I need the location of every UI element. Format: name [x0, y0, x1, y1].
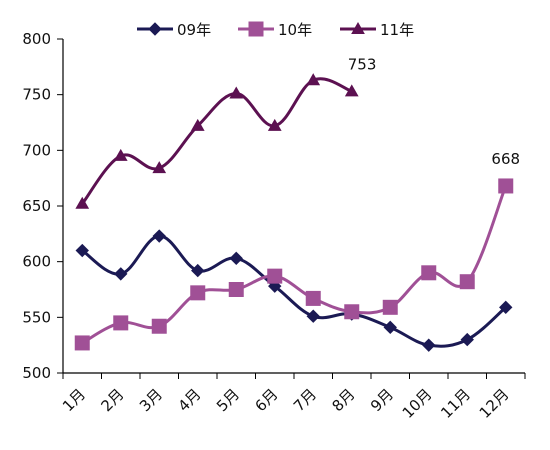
- legend-marker: [351, 21, 365, 34]
- data-point: [190, 118, 205, 131]
- legend: 09年 10年 11年: [137, 21, 414, 39]
- data-point: [229, 251, 243, 266]
- series-0: [75, 229, 513, 352]
- legend-label: 10年: [278, 21, 312, 39]
- x-tick-label: 12月: [476, 385, 513, 422]
- data-point: [306, 73, 321, 86]
- data-point: [152, 161, 167, 174]
- data-point: [306, 309, 320, 323]
- x-tick-label: 3月: [136, 385, 166, 415]
- y-tick-label: 800: [22, 30, 51, 48]
- x-tick-label: 9月: [367, 385, 397, 415]
- data-point: [75, 196, 90, 209]
- data-point: [75, 243, 89, 258]
- data-point: [267, 268, 283, 284]
- data-point: [151, 318, 167, 334]
- x-tick-label: 1月: [59, 385, 89, 415]
- data-point: [113, 148, 128, 161]
- data-point: [460, 332, 474, 347]
- data-point: [344, 84, 359, 97]
- series-line: [80, 234, 508, 348]
- x-tick-label: 2月: [97, 385, 127, 415]
- data-point: [152, 229, 166, 243]
- x-tick-label: 5月: [213, 385, 243, 415]
- y-tick-label: 550: [22, 308, 51, 326]
- legend-label: 11年: [380, 21, 414, 39]
- data-point: [498, 178, 514, 194]
- data-point: [382, 299, 398, 315]
- data-point: [383, 320, 397, 335]
- legend-marker: [148, 22, 162, 36]
- legend-label: 09年: [177, 21, 211, 39]
- series-line: [80, 77, 354, 206]
- data-point: [190, 285, 206, 301]
- legend-item: 09年: [137, 21, 211, 39]
- data-point: [421, 265, 437, 281]
- data-point: [305, 290, 321, 306]
- series-2: [75, 73, 359, 209]
- y-tick-label: 500: [22, 364, 51, 382]
- y-tick-label: 650: [22, 197, 51, 215]
- x-tick-label: 10月: [399, 385, 436, 422]
- data-point: [267, 118, 282, 131]
- series-1: [74, 178, 514, 351]
- data-point: [114, 267, 128, 281]
- data-point: [74, 335, 90, 351]
- legend-item: 11年: [340, 21, 414, 39]
- x-tick-label: 6月: [251, 385, 281, 415]
- data-point: [228, 282, 244, 297]
- x-tick-label: 11月: [437, 385, 474, 422]
- legend-item: 10年: [238, 21, 312, 39]
- x-tick-label: 8月: [328, 385, 358, 415]
- series-line: [80, 184, 508, 345]
- data-point: [344, 304, 360, 320]
- data-label: 668: [491, 150, 520, 168]
- data-point: [113, 315, 129, 331]
- y-tick-label: 750: [22, 86, 51, 104]
- data-point: [229, 86, 244, 99]
- y-tick-label: 600: [22, 253, 51, 271]
- data-label: 753: [348, 55, 377, 73]
- annotation-layer: 753 668: [348, 55, 520, 168]
- data-point: [459, 274, 475, 290]
- x-tick-label: 7月: [290, 385, 320, 415]
- data-point: [499, 300, 513, 315]
- x-tick-label: 4月: [174, 385, 204, 415]
- data-point: [422, 338, 436, 352]
- legend-marker: [248, 21, 264, 37]
- series-layer: [74, 73, 514, 352]
- data-point: [191, 263, 205, 278]
- y-tick-label: 700: [22, 141, 51, 159]
